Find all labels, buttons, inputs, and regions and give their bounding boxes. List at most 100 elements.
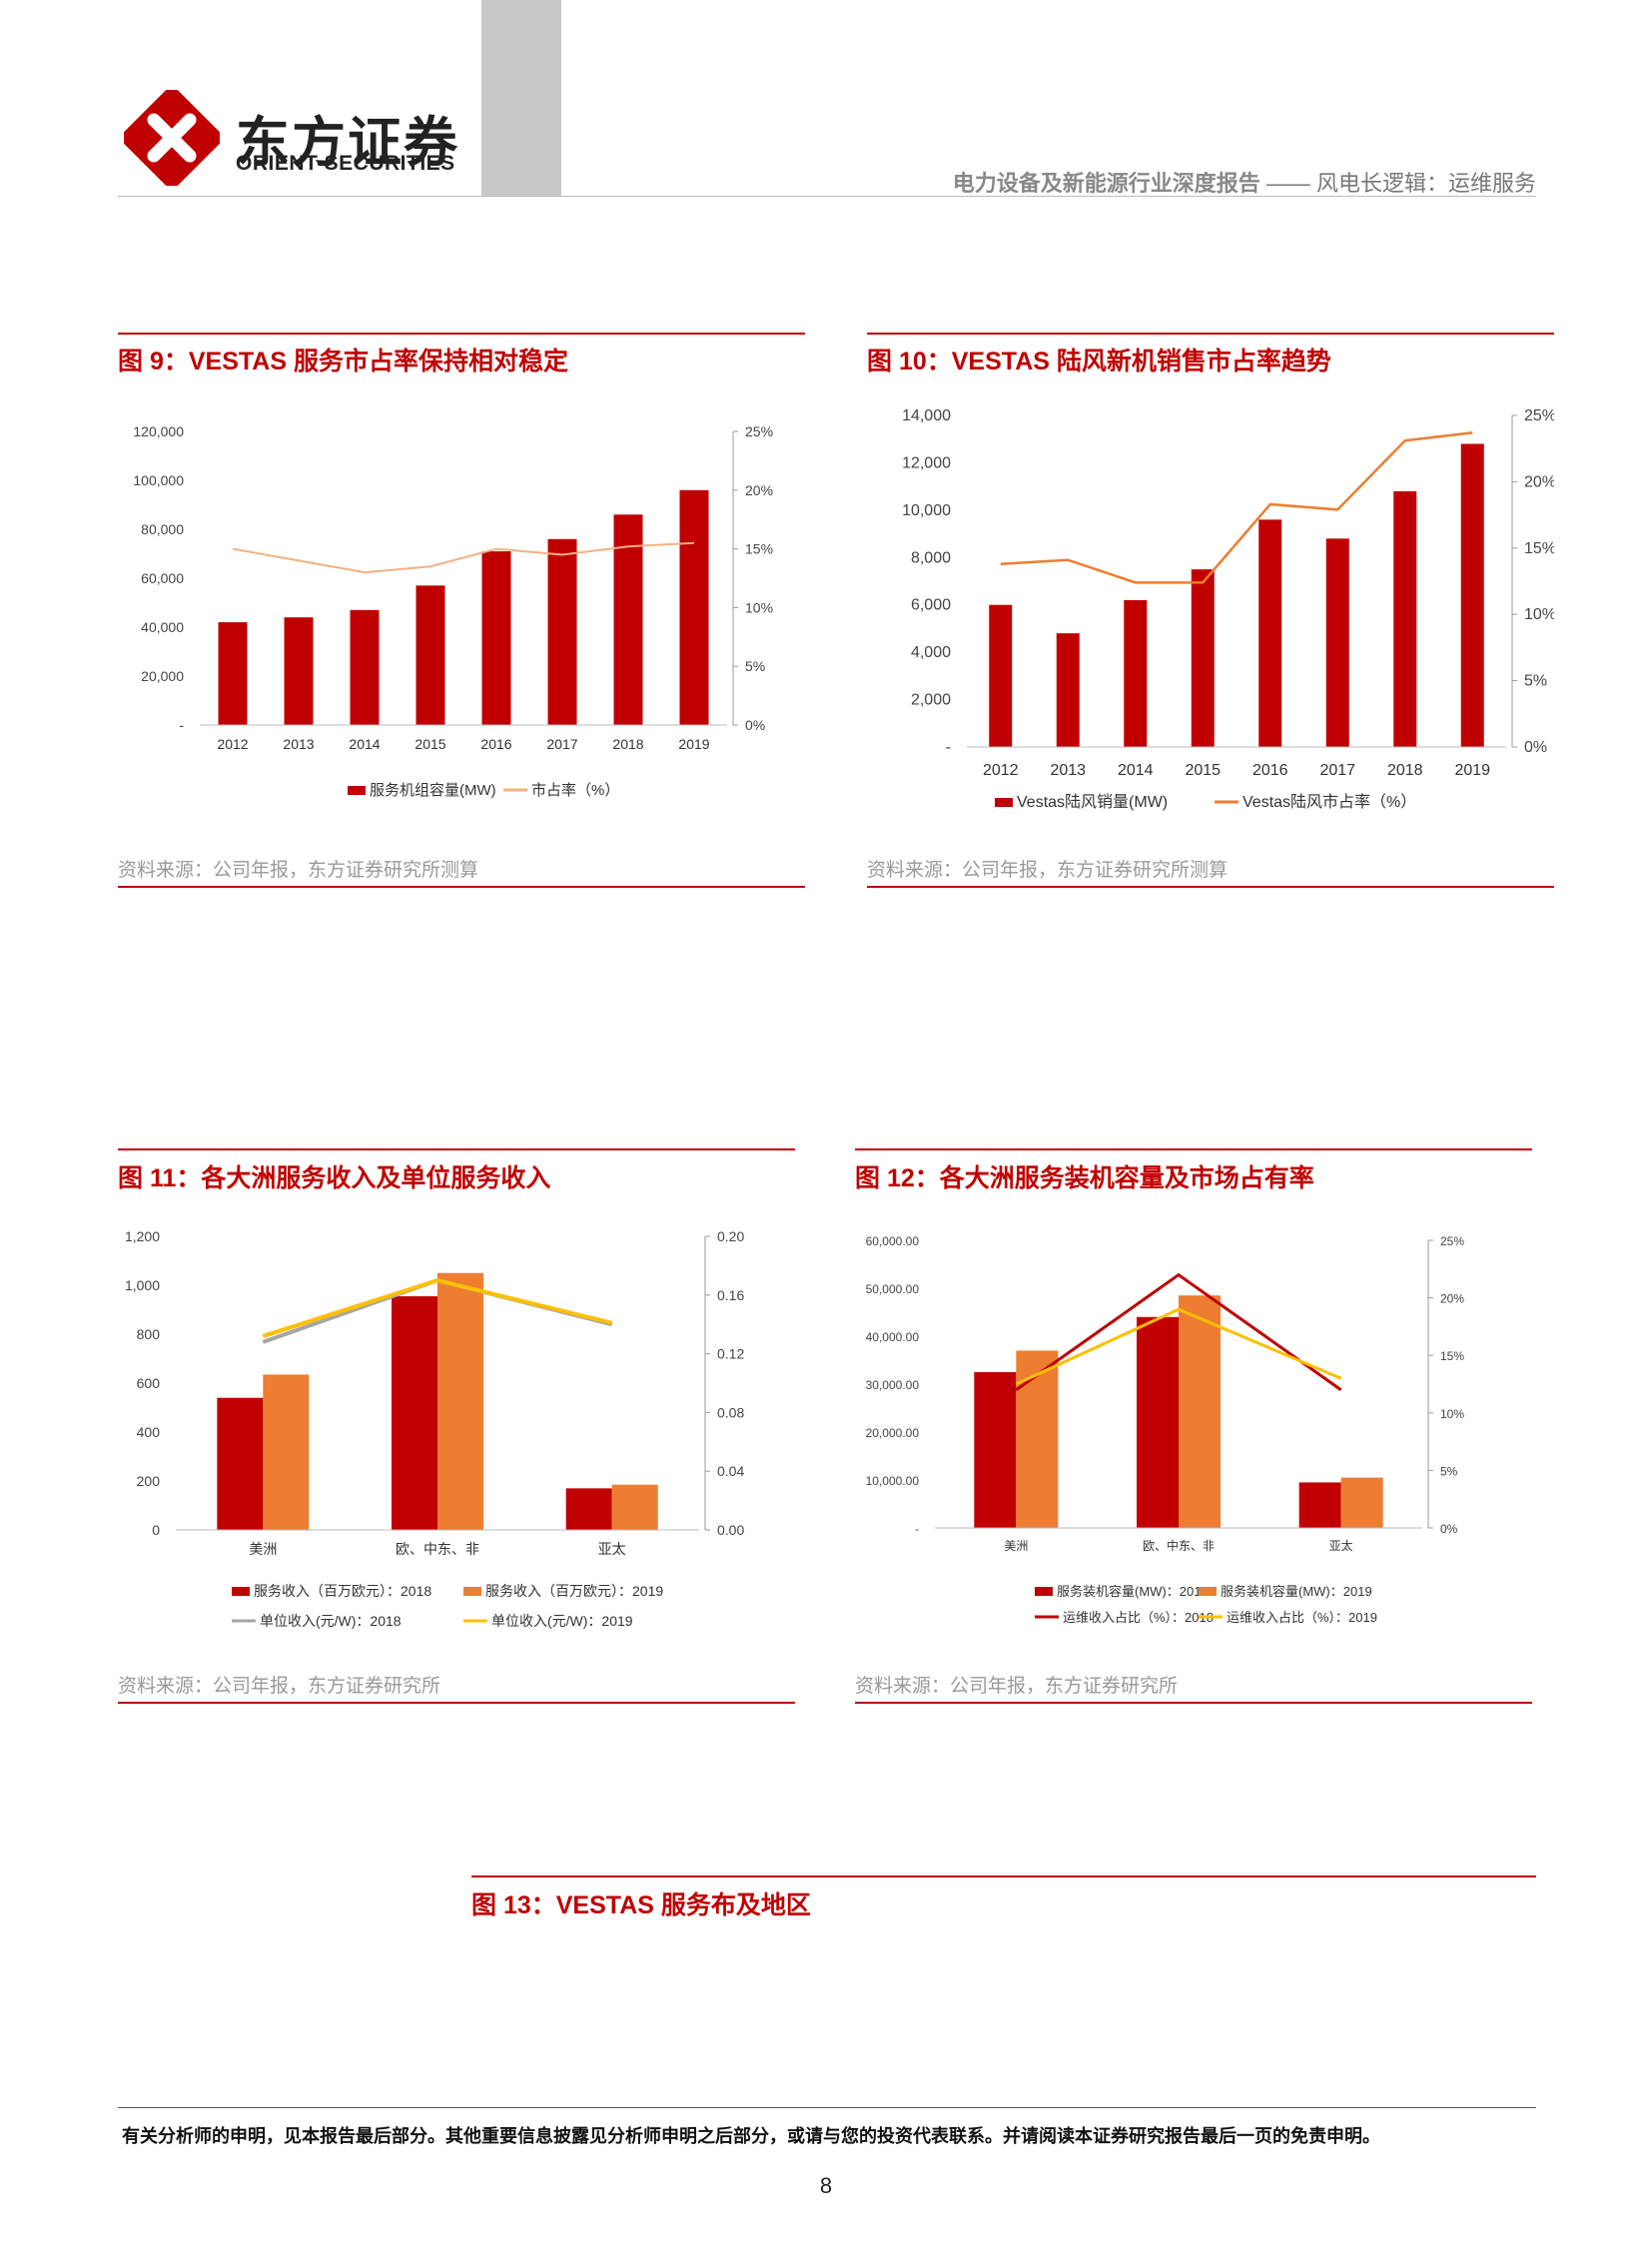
x-category-label: 2013 xyxy=(283,736,314,752)
x-category-label: 2012 xyxy=(983,762,1019,779)
logo-cn: 东方证券 xyxy=(236,113,459,173)
y-right-tick-label: 15% xyxy=(745,541,773,557)
x-category-label: 2015 xyxy=(1185,762,1221,779)
x-category-label: 2017 xyxy=(1319,762,1355,779)
fig9-source: 资料来源：公司年报，东方证券研究所测算 xyxy=(118,860,479,881)
fig9-chart: - 20,000 40,000 60,000 80,000 100,000 120,000 0… xyxy=(133,423,773,799)
footer-divider xyxy=(118,2107,1536,2108)
y-right-tick-label: 0.12 xyxy=(717,1346,744,1362)
legend-label: 单位收入(元/W)：2019 xyxy=(491,1613,633,1629)
bar xyxy=(611,1484,658,1530)
fig11-title: 图 11：各大洲服务收入及单位服务收入 xyxy=(118,1164,551,1192)
report-header: 电力设备及新能源行业深度报告 —— 风电长逻辑：运维服务 xyxy=(953,166,1536,198)
x-category-label: 欧、中东、非 xyxy=(396,1541,479,1557)
y-left-tick-label: 12,000 xyxy=(902,454,951,471)
legend-swatch xyxy=(348,786,366,795)
bar xyxy=(263,1374,310,1530)
y-left-tick-label: - xyxy=(179,717,184,733)
y-right-tick-label: 5% xyxy=(745,658,765,674)
y-left-tick-label: 8,000 xyxy=(911,549,951,566)
header-decor-band xyxy=(481,0,561,196)
bar xyxy=(481,551,511,725)
fig10-source: 资料来源：公司年报，东方证券研究所测算 xyxy=(867,860,1229,881)
y-right-tick-label: 0% xyxy=(745,717,765,733)
y-right-tick-label: 25% xyxy=(745,423,773,439)
bar xyxy=(284,617,314,725)
legend-label: 市占率（%） xyxy=(531,782,619,799)
bar xyxy=(1258,519,1282,747)
y-right-tick-label: 0.04 xyxy=(717,1463,744,1479)
fig12-title: 图 12：各大洲服务装机容量及市场占有率 xyxy=(855,1164,1314,1192)
y-right-tick-label: 20% xyxy=(745,482,773,498)
y-right-tick-label: 0% xyxy=(1440,1522,1458,1536)
bar xyxy=(679,489,709,725)
fig9-title: 图 9：VESTAS 服务市占率保持相对稳定 xyxy=(118,348,568,375)
y-left-tick-label: 6,000 xyxy=(911,597,951,614)
x-category-label: 2012 xyxy=(217,736,248,752)
bar xyxy=(437,1272,483,1530)
bar xyxy=(565,1488,612,1530)
y-right-tick-label: 10% xyxy=(1524,606,1554,623)
legend-label: Vestas陆风销量(MW) xyxy=(1017,793,1168,811)
fig13-top-rule xyxy=(471,1875,1536,1877)
y-left-tick-label: 50,000.00 xyxy=(866,1282,920,1296)
fig11-source: 资料来源：公司年报，东方证券研究所 xyxy=(118,1676,441,1697)
bar xyxy=(1124,599,1148,747)
x-category-label: 2016 xyxy=(480,736,511,752)
y-left-tick-label: 800 xyxy=(137,1326,161,1342)
x-category-label: 2018 xyxy=(1387,762,1423,779)
legend-label: 服务装机容量(MW)：2018 xyxy=(1057,1584,1209,1599)
y-left-tick-label: 10,000.00 xyxy=(866,1474,920,1488)
y-right-tick-label: 0.20 xyxy=(717,1228,744,1244)
footer-disclaimer: 有关分析师的申明，见本报告最后部分。其他重要信息披露见分析师申明之后部分，或请与… xyxy=(122,2126,1380,2146)
bar xyxy=(547,538,577,725)
y-right-tick-label: 0% xyxy=(1524,739,1547,756)
y-left-tick-label: - xyxy=(946,739,951,756)
x-category-label: 美洲 xyxy=(249,1541,277,1557)
x-category-label: 2019 xyxy=(1454,762,1490,779)
bar xyxy=(217,1397,264,1530)
bar xyxy=(1325,538,1349,747)
y-right-tick-label: 0.08 xyxy=(717,1404,744,1420)
series-line xyxy=(1015,1307,1342,1386)
fig10-top-rule xyxy=(867,333,1554,335)
y-left-tick-label: - xyxy=(915,1522,919,1536)
fig9-top-rule xyxy=(118,333,805,335)
bar xyxy=(1340,1477,1383,1528)
y-left-tick-label: 60,000 xyxy=(141,570,184,586)
fig12-top-rule xyxy=(855,1148,1532,1150)
bar xyxy=(1016,1350,1059,1528)
fig11-chart: 0 200 400 600 800 1,000 1,200 0.00 0.04 0.08 0.12 0… xyxy=(125,1228,745,1629)
y-left-tick-label: 14,000 xyxy=(902,407,951,424)
x-category-label: 2014 xyxy=(349,736,380,752)
x-category-label: 亚太 xyxy=(598,1541,626,1557)
y-right-tick-label: 20% xyxy=(1440,1292,1464,1306)
legend-label: 服务收入（百万欧元）：2019 xyxy=(485,1583,663,1599)
y-left-tick-label: 0 xyxy=(152,1522,160,1538)
y-right-tick-label: 25% xyxy=(1440,1234,1464,1248)
y-left-tick-label: 100,000 xyxy=(133,472,184,488)
legend-swatch xyxy=(1035,1587,1053,1596)
y-right-tick-label: 0.00 xyxy=(717,1522,744,1538)
legend-label: 运维收入占比（%）：2019 xyxy=(1227,1610,1377,1625)
y-left-tick-label: 120,000 xyxy=(133,423,184,439)
y-left-tick-label: 200 xyxy=(137,1473,161,1489)
legend-swatch xyxy=(232,1587,250,1596)
y-left-tick-label: 80,000 xyxy=(141,521,184,537)
x-category-label: 美洲 xyxy=(1004,1539,1028,1553)
bar xyxy=(350,609,380,725)
y-right-tick-label: 5% xyxy=(1524,673,1547,690)
x-category-label: 2017 xyxy=(546,736,577,752)
x-category-label: 2014 xyxy=(1118,762,1154,779)
page-number: 8 xyxy=(819,2173,833,2198)
y-right-tick-label: 20% xyxy=(1524,473,1554,490)
bar xyxy=(613,514,643,725)
bar xyxy=(1137,1316,1179,1528)
bar xyxy=(392,1296,437,1530)
bar xyxy=(989,604,1013,747)
x-category-label: 2013 xyxy=(1050,762,1086,779)
y-left-tick-label: 600 xyxy=(137,1375,161,1391)
y-right-tick-label: 15% xyxy=(1524,540,1554,557)
y-right-tick-label: 5% xyxy=(1440,1464,1458,1478)
legend-swatch xyxy=(1199,1587,1217,1596)
